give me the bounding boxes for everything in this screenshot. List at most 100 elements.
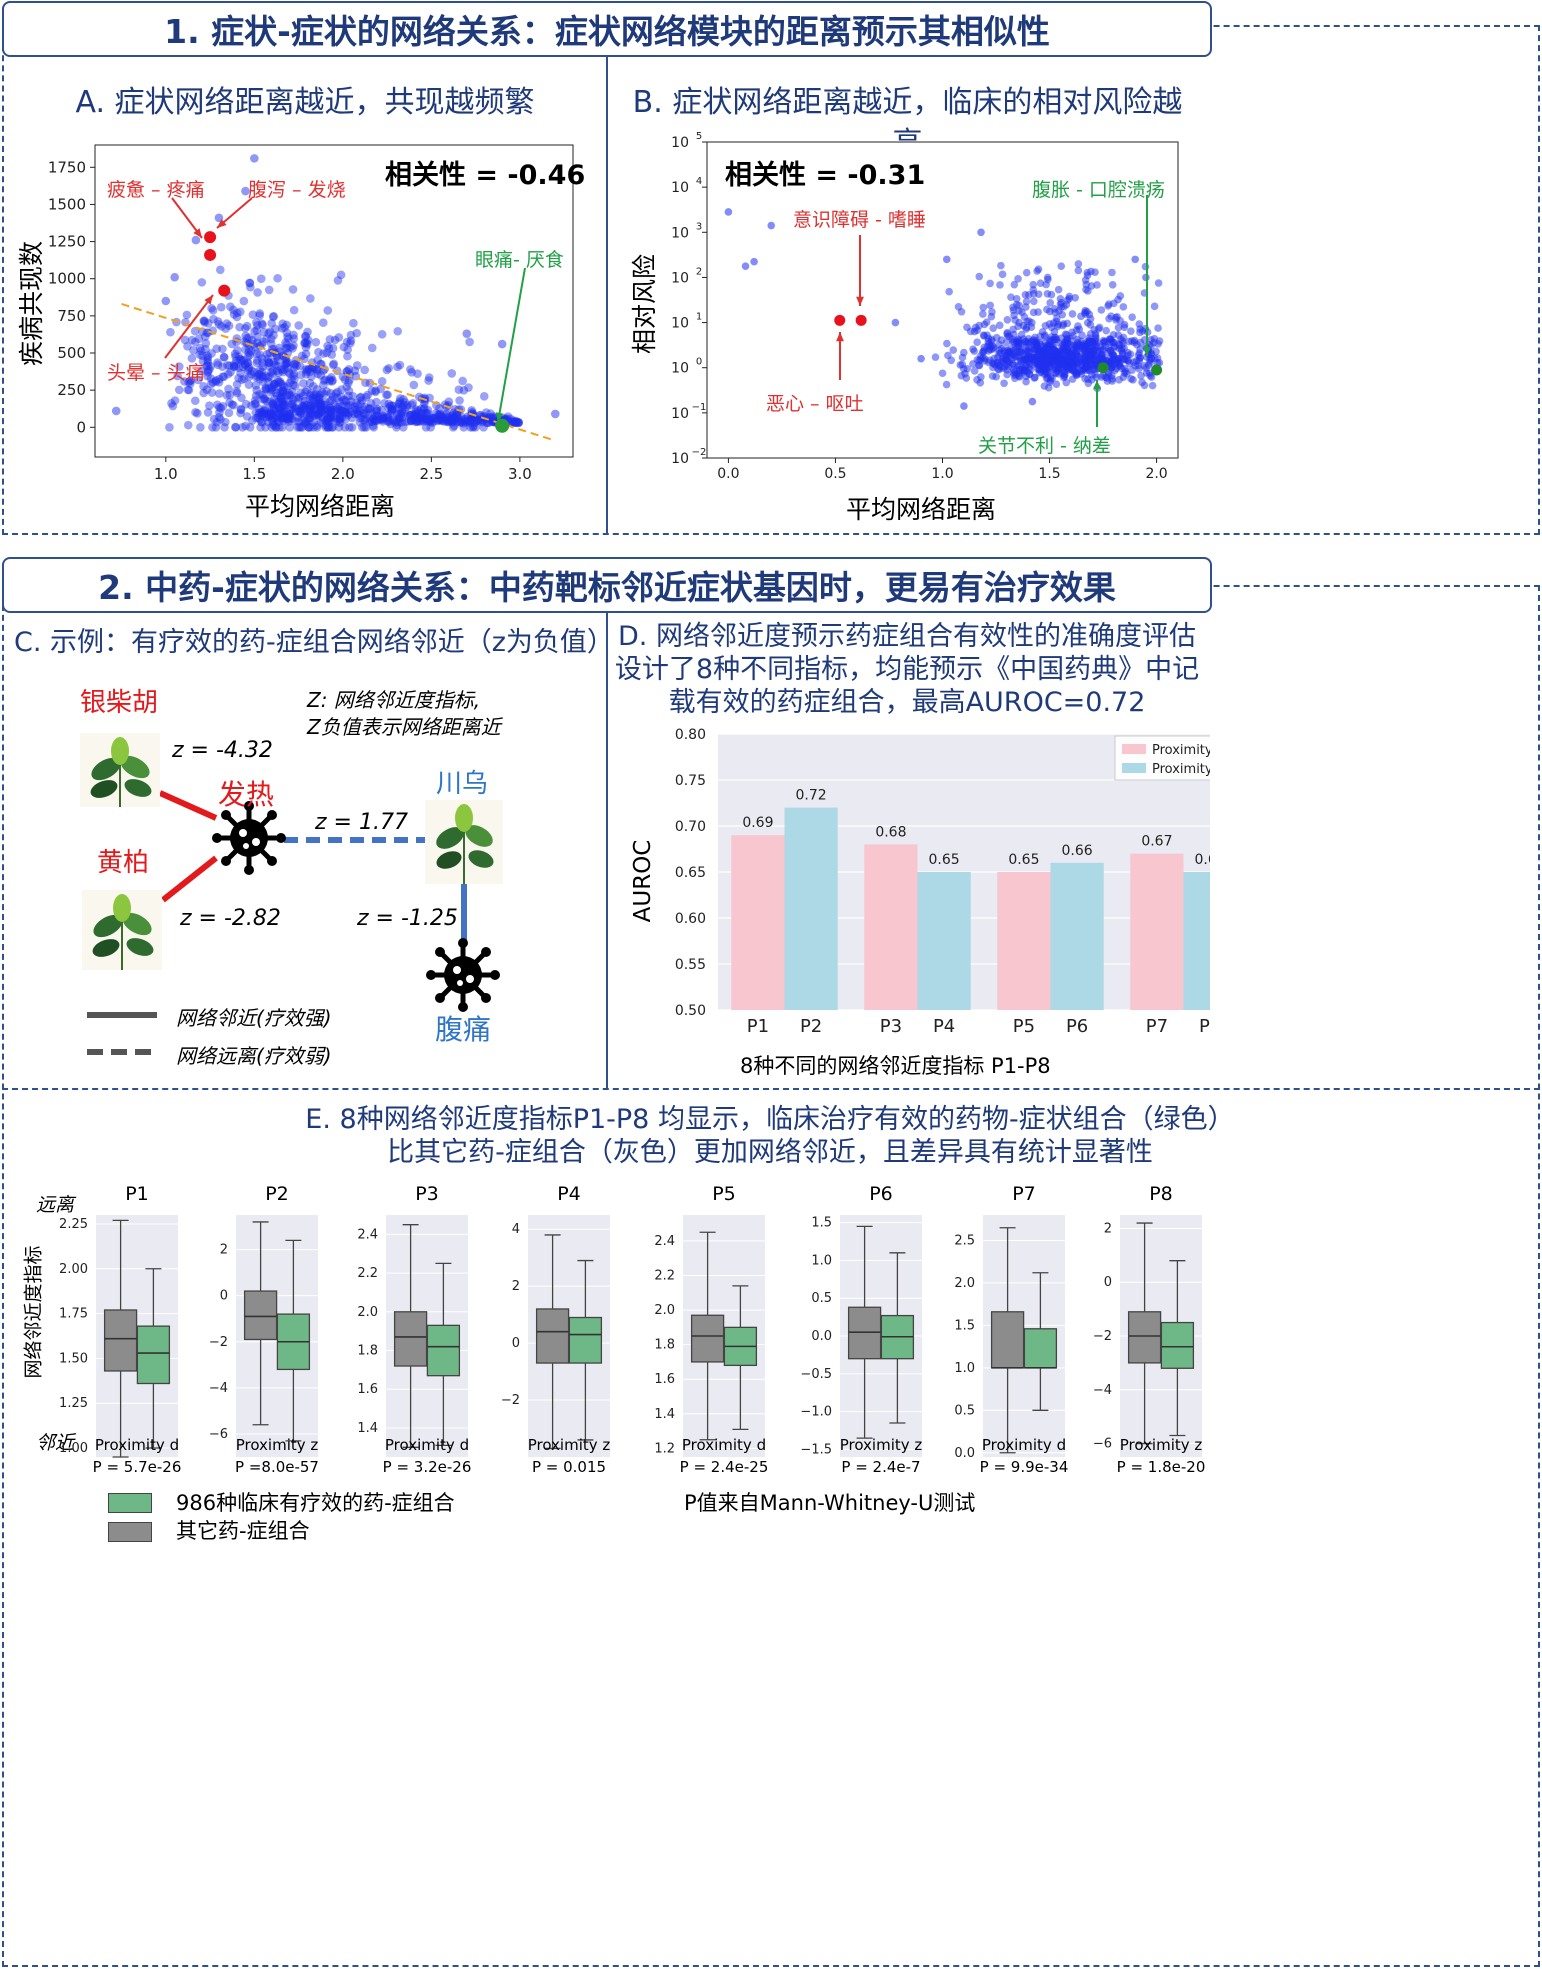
scatter-point xyxy=(300,396,310,406)
scatter-point xyxy=(311,337,321,347)
scatter-point xyxy=(456,412,466,421)
scatter-point xyxy=(276,406,286,416)
highlight-red-point xyxy=(204,231,217,244)
scatter-point xyxy=(289,369,299,378)
y-tick-label: 1000 xyxy=(48,270,86,288)
scatter-point xyxy=(236,405,246,415)
scatter-point xyxy=(257,417,266,427)
scatter-point xyxy=(199,388,209,398)
scatter-point xyxy=(996,363,1005,371)
scatter-point xyxy=(275,377,285,387)
scatter-point xyxy=(989,344,998,353)
scatter-point xyxy=(308,381,318,391)
y-tick-label: 2.2 xyxy=(654,1269,675,1284)
panel-a-annotation-3: 头晕 – 头痛 xyxy=(107,362,205,384)
y-tick-label: −1.0 xyxy=(800,1405,832,1420)
scatter-point xyxy=(1029,280,1038,289)
scatter-point xyxy=(279,396,288,405)
panel-c-network xyxy=(80,733,503,1055)
y-tick-exponent: 0 xyxy=(696,357,702,368)
scatter-point xyxy=(1020,337,1029,346)
scatter-point xyxy=(300,418,309,427)
scatter-point xyxy=(335,397,344,407)
scatter-point xyxy=(945,287,953,296)
scatter-point xyxy=(410,415,420,425)
scatter-point xyxy=(282,340,291,349)
scatter-point xyxy=(234,363,244,373)
scatter-point xyxy=(380,398,389,408)
scatter-point xyxy=(331,389,341,398)
scatter-point xyxy=(280,323,289,332)
scatter-point xyxy=(265,409,275,418)
scatter-point xyxy=(1097,373,1106,381)
scatter-point xyxy=(273,397,283,407)
y-tick-label: 4 xyxy=(512,1222,520,1237)
scatter-point xyxy=(1071,294,1080,302)
scatter-point xyxy=(1102,326,1111,335)
scatter-point xyxy=(302,367,311,377)
scatter-point xyxy=(280,413,290,423)
scatter-point xyxy=(303,327,312,337)
scatter-point xyxy=(299,410,309,419)
panel-a-annotation-4: 眼痛- 厌食 xyxy=(475,249,564,271)
scatter-point xyxy=(231,422,240,432)
scatter-point xyxy=(355,406,365,416)
scatter-point xyxy=(1074,359,1083,367)
scatter-point xyxy=(286,390,295,400)
scatter-point xyxy=(274,404,284,413)
boxplot-p-value: P = 9.9e-34 xyxy=(979,1458,1069,1476)
scatter-point xyxy=(229,305,238,315)
scatter-point xyxy=(450,413,459,423)
scatter-point xyxy=(289,305,299,315)
scatter-point xyxy=(1022,297,1031,306)
scatter-point xyxy=(387,406,397,416)
scatter-point xyxy=(272,382,282,391)
scatter-point xyxy=(1037,365,1046,374)
scatter-point xyxy=(352,361,362,370)
scatter-point xyxy=(417,412,426,421)
scatter-point xyxy=(265,407,275,417)
scatter-point xyxy=(395,360,405,370)
bar-value-label: 0.65 xyxy=(1195,852,1210,868)
scatter-point xyxy=(335,414,345,424)
scatter-point xyxy=(393,417,403,427)
scatter-point xyxy=(457,417,467,426)
scatter-point xyxy=(724,208,733,216)
scatter-point xyxy=(370,416,380,426)
scatter-point xyxy=(393,362,402,372)
scatter-point xyxy=(428,414,438,423)
annotation-arrowhead xyxy=(193,228,202,238)
scatter-point xyxy=(243,364,253,373)
boxplot-p-value: P = 0.015 xyxy=(531,1458,607,1476)
section1-divider xyxy=(606,56,608,534)
boxplot-p8: −6 −4 −2 0 2 xyxy=(1093,1215,1202,1457)
scatter-point xyxy=(198,351,207,360)
scatter-point xyxy=(1029,337,1037,345)
scatter-point xyxy=(309,390,319,400)
scatter-point xyxy=(264,358,274,368)
annotation-arrowhead xyxy=(836,332,844,342)
scatter-point xyxy=(1073,338,1082,347)
scatter-point xyxy=(340,395,349,405)
scatter-point xyxy=(260,393,269,403)
scatter-point xyxy=(406,410,415,420)
scatter-point xyxy=(382,412,392,422)
scatter-point xyxy=(205,401,214,410)
scatter-point xyxy=(182,310,192,320)
scatter-point xyxy=(286,342,295,352)
scatter-point xyxy=(366,416,376,425)
scatter-point xyxy=(369,422,379,432)
scatter-points xyxy=(724,208,1164,410)
annotation-arrow xyxy=(497,267,526,423)
scatter-point xyxy=(263,373,272,383)
boxplot-title: P5 xyxy=(712,1183,736,1205)
scatter-point xyxy=(406,410,416,420)
scatter-point xyxy=(321,400,331,410)
scatter-point xyxy=(203,351,212,360)
scatter-point xyxy=(370,415,379,425)
scatter-point xyxy=(346,336,356,345)
scatter-point xyxy=(1049,345,1057,354)
scatter-point xyxy=(343,402,353,411)
scatter-point xyxy=(187,335,197,345)
scatter-point xyxy=(190,396,200,406)
